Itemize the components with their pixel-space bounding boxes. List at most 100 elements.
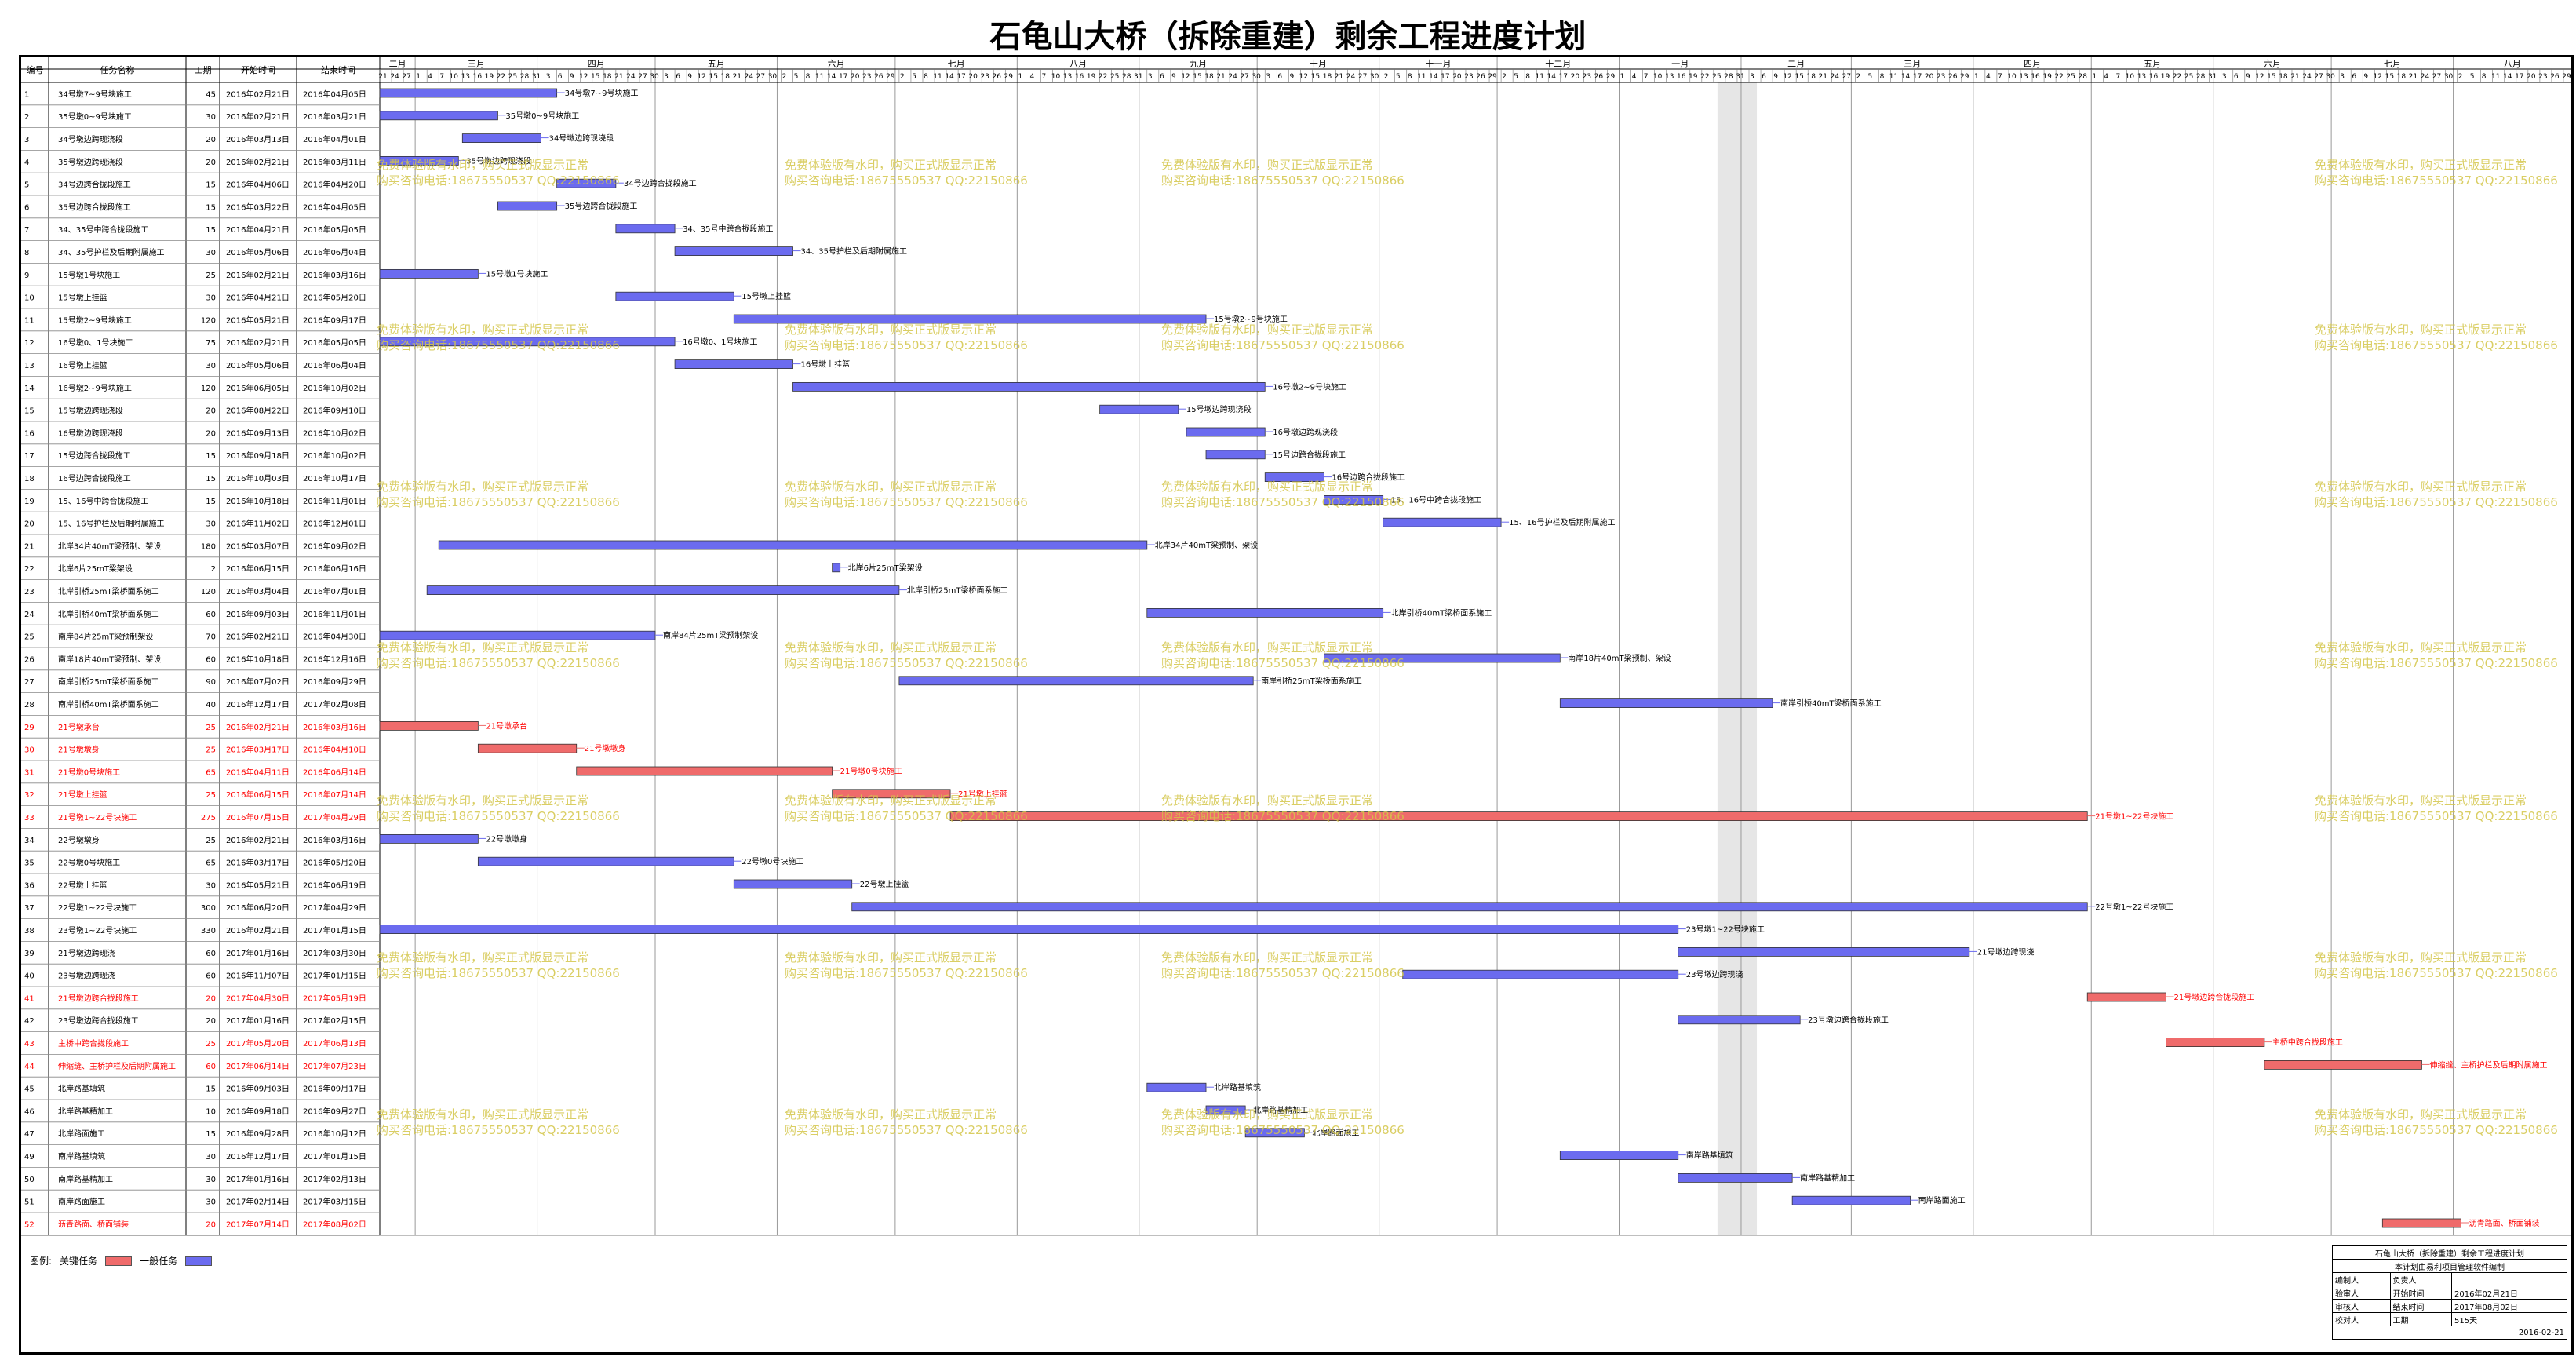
task-duration: 15 [206, 452, 216, 461]
day-label: 30 [1252, 73, 1261, 81]
task-start: 2016年06月20日 [226, 903, 290, 913]
timeline-header: 二月 三月 四月 五月 六月 七月 八月 九月 十月 十一月 十二月 一月 二月 三月 四月 五月 六月 七月 八月… [378, 58, 2571, 82]
day-label: 7 [439, 73, 444, 81]
day-label: 4 [1986, 73, 1991, 81]
task-start: 2017年04月30日 [226, 993, 290, 1003]
day-label: 5 [1514, 73, 1518, 81]
day-label: 12 [579, 73, 588, 81]
task-end: 2016年06月14日 [303, 767, 366, 777]
task-bar [379, 268, 479, 279]
watermark-text: 免费体验版有水印，购买正式版显示正常 购买咨询电话:18675550537 QQ:… [1161, 322, 1405, 353]
day-label: 6 [558, 73, 563, 81]
tb-value [2380, 1272, 2391, 1286]
bar-label: 16号边跨合拢段施工 [1332, 472, 1405, 483]
day-label: 30 [768, 73, 778, 81]
table-row: 8 34、35号护栏及后期附属施工 30 2016年05月06日 2016年06月04日 [24, 247, 366, 257]
day-label: 24 [626, 73, 636, 81]
task-start: 2016年02月21日 [226, 270, 290, 280]
watermark-line: 免费体验版有水印，购买正式版显示正常 [785, 950, 997, 965]
header-start: 开始时间 [241, 64, 275, 75]
day-label: 16 [1677, 73, 1686, 81]
tb-value: 2017年08月02日 [2451, 1299, 2567, 1313]
day-label: 24 [390, 73, 399, 81]
watermark-text: 免费体验版有水印，购买正式版显示正常 购买咨询电话:18675550537 QQ:… [785, 793, 1028, 824]
task-end: 2017年02月08日 [303, 699, 366, 709]
task-end: 2017年01月15日 [303, 1151, 366, 1162]
task-id: 19 [24, 498, 35, 506]
day-label: 27 [402, 73, 410, 81]
task-start: 2017年07月14日 [226, 1219, 290, 1229]
table-row: 50 南岸路基精加工 30 2017年01月16日 2017年02月13日 [24, 1174, 366, 1184]
task-id: 27 [24, 678, 35, 687]
table-row: 24 北岸引桥40mT梁桥面系施工 60 2016年09月03日 2016年11月01日 [24, 609, 366, 619]
day-label: 16 [2149, 73, 2159, 81]
task-id: 23 [24, 588, 35, 596]
bar-label: 南岸路面施工 [1918, 1195, 1966, 1205]
task-bar [1678, 1173, 1793, 1183]
task-end: 2016年04月01日 [303, 134, 366, 144]
tb-value: 2016年02月21日 [2451, 1286, 2567, 1300]
day-label: 9 [1171, 73, 1176, 81]
month-label: 三月 [1904, 59, 1921, 69]
task-duration: 30 [206, 249, 216, 257]
task-bar [1402, 969, 1679, 979]
task-duration: 275 [201, 814, 216, 822]
tb-value [2451, 1272, 2567, 1286]
bar-label: 15号墩边跨现浇段 [1186, 404, 1252, 414]
task-start: 2016年09月03日 [226, 1084, 290, 1094]
month-label: 一月 [1671, 59, 1689, 69]
task-end: 2016年10月12日 [303, 1129, 366, 1139]
day-label: 12 [697, 73, 705, 81]
day-label: 3 [1266, 73, 1270, 81]
bar-label: 南岸引桥25mT梁桥面系施工 [1261, 676, 1362, 686]
tb-value [2380, 1312, 2391, 1326]
bar-label: 南岸路基精加工 [1800, 1173, 1855, 1183]
table-row: 38 23号墩1~22号块施工 330 2016年02月21日 2017年01月15日 [24, 925, 366, 935]
day-label: 7 [2115, 73, 2120, 81]
day-label: 17 [839, 73, 847, 81]
task-end: 2017年05月19日 [303, 993, 366, 1003]
task-start: 2016年04月06日 [226, 180, 290, 190]
task-name: 南岸18片40mT梁预制、架设 [58, 654, 161, 664]
watermark-text: 免费体验版有水印，购买正式版显示正常 购买咨询电话:18675550537 QQ:… [377, 950, 620, 981]
day-label: 15 [709, 73, 717, 81]
watermark-text: 免费体验版有水印，购买正式版显示正常 购买咨询电话:18675550537 QQ:… [785, 640, 1028, 671]
task-id: 37 [24, 904, 35, 913]
task-duration: 75 [206, 339, 216, 348]
day-label: 11 [2491, 73, 2500, 81]
task-name: 16号墩边跨现浇段 [58, 428, 123, 438]
watermark-line: 免费体验版有水印，购买正式版显示正常 [377, 323, 589, 337]
title-block-date: 2016-02-21 [2332, 1326, 2567, 1340]
table-row: 7 34、35号中跨合拢段施工 15 2016年04月21日 2016年05月05日 [24, 224, 366, 235]
watermark-text: 免费体验版有水印，购买正式版显示正常 购买咨询电话:18675550537 QQ:… [2315, 950, 2558, 981]
task-name: 22号墩墩身 [58, 835, 100, 845]
bar-label: 南岸18片40mT梁预制、架设 [1568, 653, 1671, 663]
task-start: 2016年11月07日 [226, 971, 290, 981]
task-id: 32 [24, 791, 35, 800]
task-name: 22号墩0号块施工 [58, 858, 120, 868]
bar-label: 北岸引桥25mT梁桥面系施工 [907, 585, 1008, 596]
task-name: 15、16号护栏及后期附属施工 [58, 519, 164, 529]
table-row: 44 伸缩缝、主桥护栏及后期附属施工 60 2017年06月14日 2017年07月23… [24, 1061, 366, 1071]
month-label: 八月 [1069, 59, 1087, 69]
task-start: 2016年09月28日 [226, 1129, 290, 1139]
day-label: 2 [1502, 73, 1507, 81]
tb-label: 结束时间 [2389, 1299, 2453, 1313]
task-duration: 60 [206, 950, 216, 958]
day-label: 6 [2352, 73, 2356, 81]
task-start: 2016年02月21日 [226, 157, 290, 167]
day-label: 3 [546, 73, 551, 81]
task-end: 2016年03月21日 [303, 111, 366, 122]
table-row: 31 21号墩0号块施工 65 2016年04月11日 2016年06月14日 [24, 767, 366, 777]
header-dur: 工期 [195, 65, 212, 75]
task-start: 2016年12月17日 [226, 699, 290, 709]
day-label: 15 [1193, 73, 1201, 81]
task-end: 2016年06月04日 [303, 247, 366, 257]
table-header: 编号 任务名称 工期 开始时间 结束时间 [21, 57, 2571, 1235]
day-label: 19 [1689, 73, 1698, 81]
day-label: 21 [1216, 73, 1225, 81]
watermark-line: 购买咨询电话:18675550537 QQ:22150866 [377, 966, 620, 980]
watermark-line: 购买咨询电话:18675550537 QQ:22150866 [2315, 338, 2558, 352]
task-end: 2017年04月29日 [303, 903, 366, 913]
task-start: 2016年05月06日 [226, 360, 290, 370]
